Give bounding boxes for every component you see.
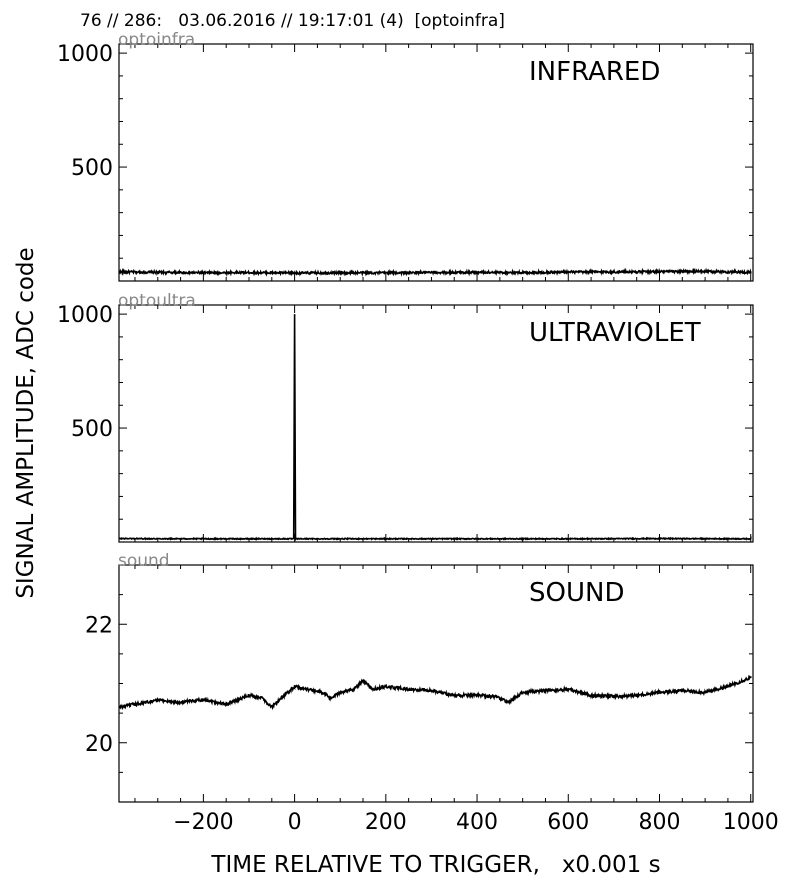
channel-label: optoinfra — [118, 30, 195, 50]
plot-frame — [118, 564, 754, 803]
panel-optoultra: 500 1000 ULTRAVIOLET optoultra — [57, 291, 754, 543]
plot-frame — [118, 43, 754, 282]
channel-label: sound — [118, 551, 170, 571]
y-tick-label: 500 — [71, 156, 113, 181]
panel-sound: −200 0 200 400 600 800 1000 20 22 SOUND sound — [85, 551, 779, 835]
plot-frame — [118, 304, 754, 543]
x-axis-title: TIME RELATIVE TO TRIGGER, x0.001 s — [210, 852, 660, 878]
y-axis-title: SIGNAL AMPLITUDE, ADC code — [13, 247, 39, 598]
y-tick-label: 1000 — [57, 303, 113, 328]
panel-title: INFRARED — [529, 57, 660, 87]
x-tick-label: 400 — [456, 810, 498, 835]
y-tick-label: 1000 — [57, 42, 113, 67]
panel-title: SOUND — [529, 578, 624, 608]
panel-title: ULTRAVIOLET — [529, 318, 701, 348]
x-tick-label: 200 — [365, 810, 407, 835]
x-tick-label: −200 — [173, 810, 233, 835]
x-tick-label: 1000 — [723, 810, 779, 835]
series-line-optoultra — [119, 314, 752, 542]
y-tick-label: 22 — [85, 613, 113, 638]
x-tick-label: 600 — [547, 810, 589, 835]
header-title: 76 // 286: 03.06.2016 // 19:17:01 (4) [o… — [80, 11, 505, 31]
channel-label: optoultra — [118, 291, 196, 311]
x-tick-label: 0 — [288, 810, 302, 835]
panel-optoinfra: 500 1000 INFRARED optoinfra — [57, 30, 754, 282]
x-tick-label: 800 — [638, 810, 680, 835]
y-tick-label: 20 — [85, 732, 113, 757]
y-tick-label: 500 — [71, 417, 113, 442]
series-line-sound — [119, 674, 752, 711]
series-line-optoinfra — [119, 267, 752, 277]
